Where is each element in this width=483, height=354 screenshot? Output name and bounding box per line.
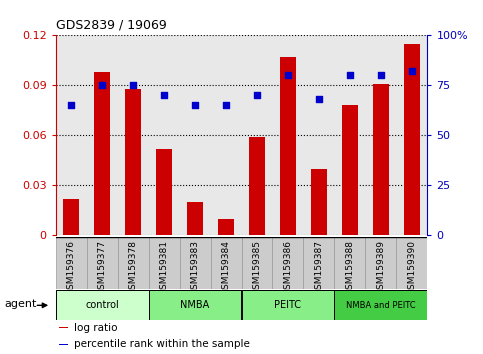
- Text: control: control: [85, 300, 119, 310]
- Text: agent: agent: [4, 299, 37, 309]
- Bar: [242, 290, 334, 320]
- Bar: [242, 237, 272, 289]
- Text: GSM159390: GSM159390: [408, 240, 416, 295]
- Text: GSM159384: GSM159384: [222, 240, 230, 295]
- Point: [346, 73, 354, 78]
- Text: GSM159385: GSM159385: [253, 240, 261, 295]
- Bar: [187, 202, 203, 235]
- Bar: [272, 237, 303, 289]
- Text: log ratio: log ratio: [74, 323, 117, 333]
- Bar: [125, 89, 141, 235]
- Bar: [117, 237, 149, 289]
- Point: [160, 93, 168, 98]
- Point: [222, 103, 230, 108]
- Point: [377, 73, 385, 78]
- Text: PEITC: PEITC: [274, 300, 301, 310]
- Point: [191, 103, 199, 108]
- Bar: [149, 290, 242, 320]
- Bar: [366, 237, 397, 289]
- Text: GSM159377: GSM159377: [98, 240, 107, 295]
- Text: NMBA: NMBA: [180, 300, 210, 310]
- Point: [315, 97, 323, 102]
- Text: GDS2839 / 19069: GDS2839 / 19069: [56, 19, 166, 32]
- Bar: [180, 237, 211, 289]
- Bar: [303, 237, 334, 289]
- Point: [284, 73, 292, 78]
- Bar: [149, 237, 180, 289]
- Point: [98, 82, 106, 88]
- Point: [129, 82, 137, 88]
- Bar: [94, 72, 110, 235]
- Text: GSM159389: GSM159389: [376, 240, 385, 295]
- Bar: [63, 199, 79, 235]
- Bar: [334, 237, 366, 289]
- Text: GSM159376: GSM159376: [67, 240, 75, 295]
- Bar: [397, 237, 427, 289]
- Bar: [56, 237, 86, 289]
- Bar: [373, 84, 389, 235]
- Bar: [56, 290, 149, 320]
- Bar: [211, 237, 242, 289]
- Text: GSM159388: GSM159388: [345, 240, 355, 295]
- Bar: [342, 105, 358, 235]
- Point: [67, 103, 75, 108]
- Point: [253, 93, 261, 98]
- Bar: [86, 237, 117, 289]
- Text: NMBA and PEITC: NMBA and PEITC: [346, 301, 416, 310]
- Bar: [59, 344, 68, 345]
- Bar: [249, 137, 265, 235]
- Bar: [218, 219, 234, 235]
- Text: GSM159378: GSM159378: [128, 240, 138, 295]
- Bar: [156, 149, 172, 235]
- Bar: [404, 44, 420, 235]
- Bar: [334, 290, 427, 320]
- Bar: [280, 57, 296, 235]
- Text: GSM159383: GSM159383: [190, 240, 199, 295]
- Text: GSM159386: GSM159386: [284, 240, 293, 295]
- Text: percentile rank within the sample: percentile rank within the sample: [74, 339, 250, 349]
- Point: [408, 69, 416, 74]
- Bar: [59, 327, 68, 329]
- Bar: [311, 169, 327, 235]
- Text: GSM159381: GSM159381: [159, 240, 169, 295]
- Text: GSM159387: GSM159387: [314, 240, 324, 295]
